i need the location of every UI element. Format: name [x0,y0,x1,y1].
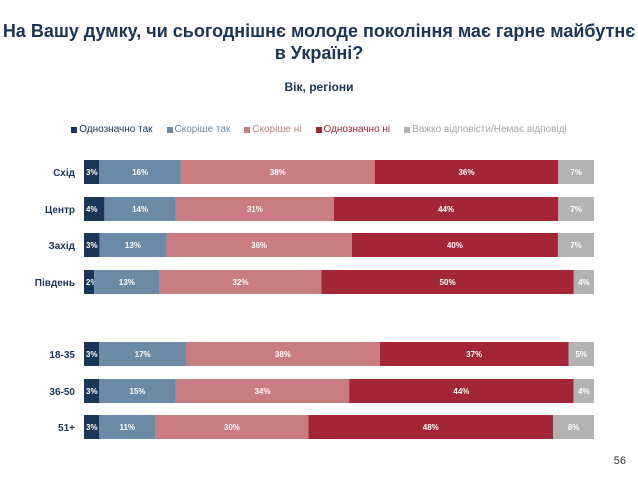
bar-segment [155,415,309,439]
data-label: 7% [570,168,582,177]
bar-segment [557,233,594,257]
bar-segment [159,270,322,294]
bar-segment [104,197,176,221]
bar-segment [99,233,167,257]
data-label: 31% [247,205,263,214]
legend-item: Скоріше ні [244,124,302,135]
category-label: 36-50 [49,387,75,398]
legend-item: Важко відповісти/Немає відповіді [404,124,567,135]
data-label: 34% [254,387,270,396]
bar-segment [99,342,186,366]
bar-segment [99,379,176,403]
category-label: 51+ [58,423,75,434]
page-number: 56 [613,455,626,467]
category-label: Захід [48,241,75,252]
legend-label: Скоріше так [174,124,231,135]
bar-segment [99,415,156,439]
legend-swatch [244,126,251,133]
data-label: 3% [86,423,98,432]
data-label: 3% [86,168,98,177]
bar-segment [351,233,558,257]
bar-segment [573,270,594,294]
bar-segment [308,415,554,439]
data-label: 48% [423,423,439,432]
chart-subtitle: Вік, регіони [284,80,354,94]
legend-label: Однозначно ні [323,124,391,135]
bar-segment [558,160,594,184]
bar-segment [84,342,100,366]
data-label: 16% [132,168,148,177]
bar-segment [166,233,352,257]
bar-segment [84,270,95,294]
data-label: 17% [135,350,151,359]
bar-segment [84,415,100,439]
legend-label: Однозначно так [79,124,153,135]
data-label: 38% [270,168,286,177]
data-label: 11% [120,423,136,432]
data-label: 40% [447,241,463,250]
data-label: 50% [440,278,456,287]
bar-segment [175,197,334,221]
data-label: 4% [578,278,590,287]
legend-swatch [315,126,322,133]
bar-segment [175,379,350,403]
legend-item: Однозначно ні [315,124,391,135]
data-label: 7% [570,241,582,250]
data-label: 3% [86,350,98,359]
bar-segment [94,270,160,294]
bar-segment [84,233,100,257]
data-label: 4% [578,387,590,396]
data-label: 7% [570,205,582,214]
chart-title: На Вашу думку, чи сьогоднішнє молоде пок… [2,21,636,63]
bar-segment [374,160,559,184]
data-label: 3% [86,387,98,396]
data-label: 44% [453,387,469,396]
bar-segment [180,160,375,184]
data-label: 13% [119,278,135,287]
data-label: 36% [251,241,267,250]
data-label: 8% [568,423,580,432]
data-label: 15% [130,387,146,396]
data-label: 2% [86,278,98,287]
bar-segment [84,197,105,221]
category-label: Схід [53,168,76,179]
bar-segment [568,342,594,366]
data-label: 44% [438,205,454,214]
data-label: 5% [575,350,587,359]
bar-segment [379,342,569,366]
category-label: 18-35 [49,350,75,361]
legend: Однозначно так Скоріше так Скоріше ні Одноз… [0,124,638,135]
bar-segment [553,415,594,439]
data-label: 3% [86,241,98,250]
legend-label: Важко відповісти/Немає відповіді [412,124,567,135]
bar-segment [321,270,574,294]
data-label: 4% [86,205,98,214]
bar-segment [333,197,559,221]
legend-swatch [404,126,411,133]
legend-swatch [71,126,78,133]
bar-segment [84,379,100,403]
legend-item: Однозначно так [71,124,153,135]
bar-segment [84,160,100,184]
bar-segment [558,197,594,221]
data-label: 38% [275,350,291,359]
data-label: 30% [224,423,240,432]
bar-segment [186,342,380,366]
bar-segment [349,379,574,403]
legend-swatch [166,126,173,133]
legend-label: Скоріше ні [252,124,302,135]
category-label: Південь [35,278,75,289]
data-label: 14% [132,205,148,214]
data-label: 37% [466,350,482,359]
data-label: 32% [233,278,249,287]
data-label: 13% [125,241,141,250]
legend-item: Скоріше так [166,124,231,135]
bar-segment [573,379,594,403]
data-label: 36% [458,168,474,177]
bar-segment [99,160,181,184]
category-label: Центр [45,205,75,216]
